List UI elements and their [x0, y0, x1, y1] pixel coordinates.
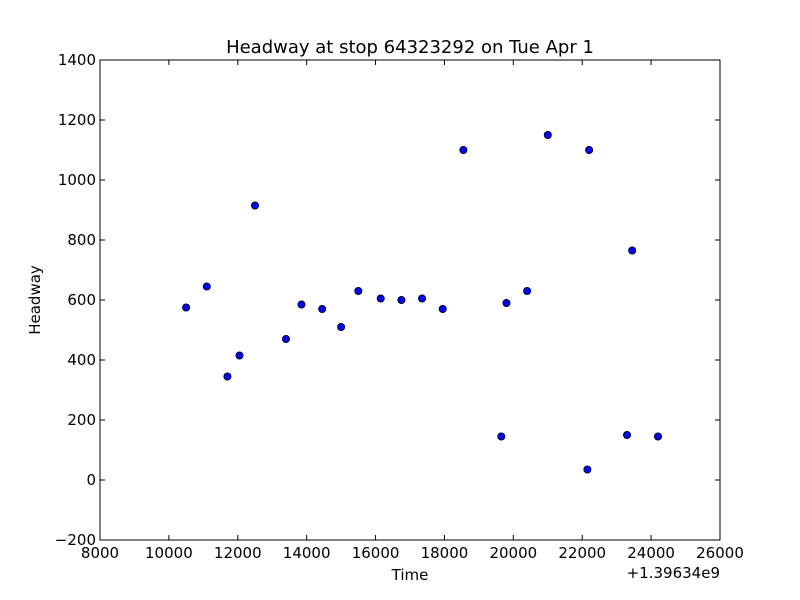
data-point	[281, 334, 290, 343]
data-point	[459, 145, 468, 154]
data-point	[523, 286, 532, 295]
y-tick-label: 600	[67, 291, 96, 309]
data-point	[497, 432, 506, 441]
data-point	[182, 303, 191, 312]
x-axis-label: Time	[391, 566, 429, 584]
data-point	[223, 372, 232, 381]
x-tick-label: 8000	[81, 544, 119, 562]
x-tick-label: 22000	[558, 544, 606, 562]
y-tick-label: 200	[67, 411, 96, 429]
data-points	[182, 130, 663, 474]
x-tick-label: 16000	[352, 544, 400, 562]
x-offset-label: +1.39634e9	[627, 564, 720, 582]
data-point	[297, 300, 306, 309]
data-point	[628, 246, 637, 255]
y-tick-label: 1400	[58, 51, 96, 69]
y-tick-label: 1200	[58, 111, 96, 129]
data-point	[235, 351, 244, 360]
x-tick-label: 14000	[283, 544, 331, 562]
data-point	[337, 322, 346, 331]
y-tick-label: 0	[86, 471, 96, 489]
data-point	[654, 432, 663, 441]
data-point	[502, 298, 511, 307]
data-point	[418, 294, 427, 303]
y-tick-label: 400	[67, 351, 96, 369]
data-point	[583, 465, 592, 474]
data-point	[397, 295, 406, 304]
data-point	[585, 145, 594, 154]
data-point	[202, 282, 211, 291]
data-point	[318, 304, 327, 313]
x-tick-label: 12000	[214, 544, 262, 562]
data-point	[354, 286, 363, 295]
data-point	[543, 130, 552, 139]
chart-title: Headway at stop 64323292 on Tue Apr 1	[226, 37, 594, 58]
axis-ticks: 8000 10000 12000 14000 16000 18000 20000 22000 2…	[55, 51, 744, 562]
y-axis-label: Headway	[26, 265, 44, 335]
data-point	[376, 294, 385, 303]
x-tick-label: 26000	[696, 544, 744, 562]
x-tick-label: 10000	[145, 544, 193, 562]
data-point	[623, 430, 632, 439]
y-tick-label: −200	[55, 531, 96, 549]
x-tick-label: 18000	[421, 544, 469, 562]
data-point	[438, 304, 447, 313]
x-tick-label: 20000	[489, 544, 537, 562]
plot-frame	[99, 59, 721, 541]
data-point	[250, 201, 259, 210]
y-tick-label: 1000	[58, 171, 96, 189]
y-tick-label: 800	[67, 231, 96, 249]
x-tick-label: 24000	[627, 544, 675, 562]
